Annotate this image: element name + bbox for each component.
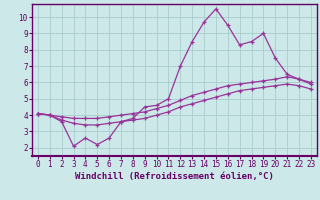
X-axis label: Windchill (Refroidissement éolien,°C): Windchill (Refroidissement éolien,°C) bbox=[75, 172, 274, 181]
